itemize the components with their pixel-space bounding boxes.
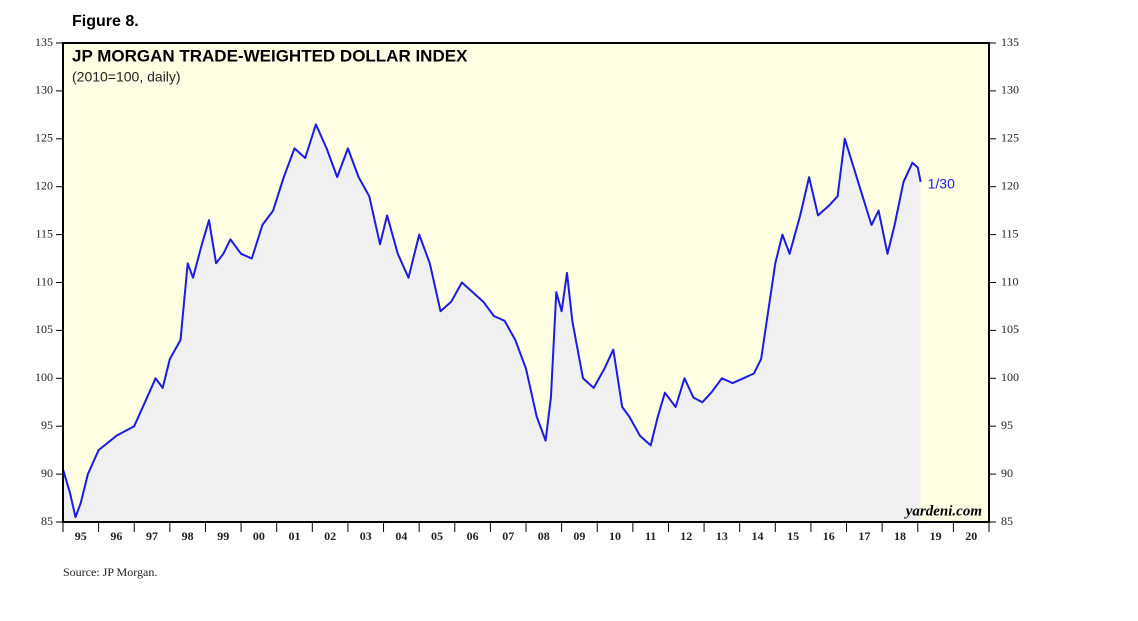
x-tick-label: 11 <box>645 529 656 543</box>
y2-tick-label: 90 <box>1001 466 1013 480</box>
source: Source: JP Morgan. <box>63 565 157 579</box>
x-tick-label: 10 <box>609 529 621 543</box>
x-tick-label: 03 <box>360 529 372 543</box>
x-tick-label: 01 <box>289 529 301 543</box>
x-tick-label: 17 <box>858 529 870 543</box>
y2-tick-label: 100 <box>1001 370 1019 384</box>
x-tick-label: 13 <box>716 529 728 543</box>
y-tick-label: 100 <box>35 370 53 384</box>
y-tick-label: 110 <box>35 274 53 288</box>
y2-tick-label: 130 <box>1001 83 1019 97</box>
x-tick-label: 02 <box>324 529 336 543</box>
y-tick-label: 85 <box>41 514 53 528</box>
x-tick-label: 00 <box>253 529 265 543</box>
y2-tick-label: 105 <box>1001 322 1019 336</box>
y2-tick-label: 115 <box>1001 226 1019 240</box>
x-tick-label: 07 <box>502 529 514 543</box>
x-tick-label: 08 <box>538 529 550 543</box>
y-tick-label: 105 <box>35 322 53 336</box>
figure-label: Figure 8. <box>72 13 139 30</box>
y2-tick-label: 135 <box>1001 35 1019 49</box>
x-tick-label: 15 <box>787 529 799 543</box>
x-tick-label: 19 <box>930 529 942 543</box>
end-annotation: 1/30 <box>928 176 955 192</box>
chart-title: JP MORGAN TRADE-WEIGHTED DOLLAR INDEX <box>72 46 468 65</box>
y-tick-label: 130 <box>35 83 53 97</box>
y2-tick-label: 125 <box>1001 131 1019 145</box>
x-tick-label: 96 <box>110 529 122 543</box>
watermark: yardeni.com <box>904 503 982 519</box>
x-tick-label: 16 <box>823 529 835 543</box>
y-tick-label: 125 <box>35 131 53 145</box>
x-tick-label: 97 <box>146 529 158 543</box>
x-tick-label: 05 <box>431 529 443 543</box>
line <box>62 123 922 519</box>
y-tick-label: 135 <box>35 35 53 49</box>
area <box>63 124 921 523</box>
y-tick-label: 115 <box>35 226 53 240</box>
y2-tick-label: 95 <box>1001 418 1013 432</box>
x-tick-label: 04 <box>395 529 407 543</box>
x-tick-label: 06 <box>467 529 479 543</box>
y-tick-label: 95 <box>41 418 53 432</box>
y2-tick-label: 120 <box>1001 178 1019 192</box>
x-tick-label: 14 <box>752 529 764 543</box>
y2-tick-label: 110 <box>1001 274 1019 288</box>
y-tick-label: 90 <box>41 466 53 480</box>
y2-tick-label: 85 <box>1001 514 1013 528</box>
x-tick-label: 12 <box>680 529 692 543</box>
marks <box>62 123 922 523</box>
chart-subtitle: (2010=100, daily) <box>72 69 181 85</box>
x-tick-label: 99 <box>217 529 229 543</box>
x-tick-label: 95 <box>75 529 87 543</box>
y-tick-label: 120 <box>35 178 53 192</box>
x-tick-label: 18 <box>894 529 906 543</box>
x-tick-label: 20 <box>965 529 977 543</box>
x-tick-label: 09 <box>573 529 585 543</box>
x-tick-label: 98 <box>182 529 194 543</box>
